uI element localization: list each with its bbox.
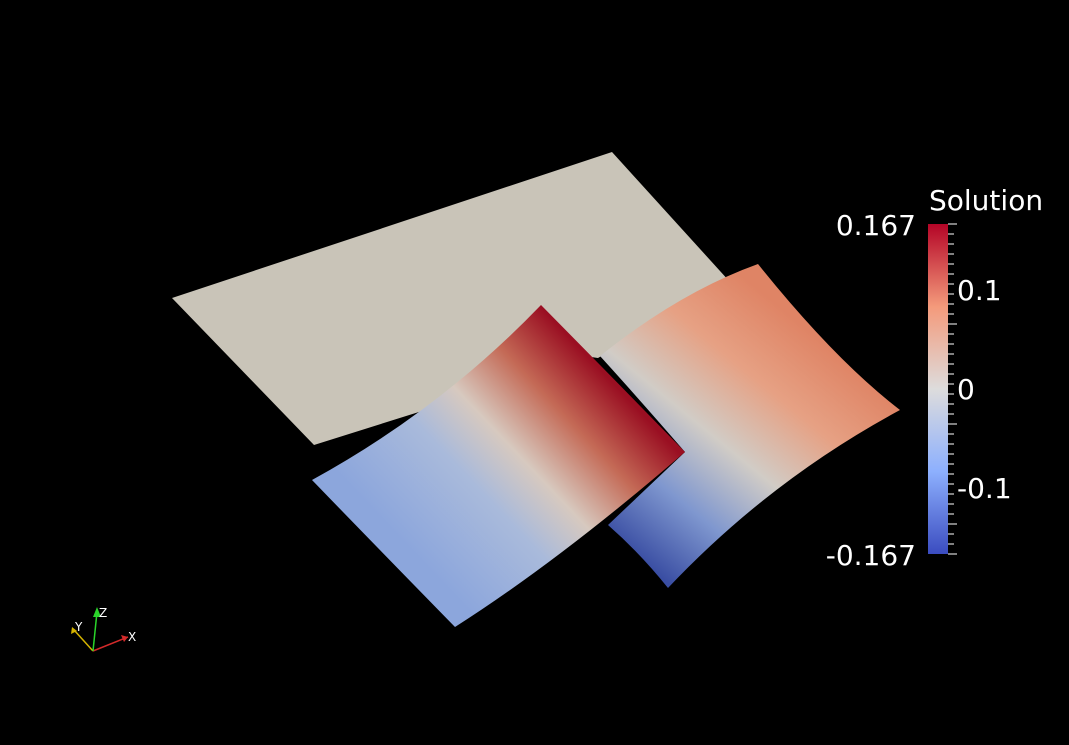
x-axis-label: X [128, 630, 136, 644]
scalar-bar-title: Solution [929, 184, 1043, 217]
scalar-bar-gradient [928, 224, 948, 554]
curved-surface-front [312, 305, 685, 627]
orientation-axes: X Y Z [71, 606, 136, 652]
scalar-bar-tick-label-neg0.1: -0.1 [957, 472, 1012, 505]
z-axis-line [92, 611, 98, 652]
x-axis-cone [121, 635, 128, 642]
x-axis-line [92, 636, 129, 652]
scalar-bar-tick-label-0.1: 0.1 [957, 274, 1002, 307]
scalar-bar-tick-label-0: 0 [957, 373, 975, 406]
y-axis-line [73, 629, 94, 652]
y-axis-cone [71, 627, 77, 634]
z-axis-label: Z [99, 606, 107, 620]
z-axis-cone [93, 607, 101, 617]
scalar-bar-min-label: -0.167 [826, 539, 916, 572]
scalar-bar-max-label: 0.167 [836, 209, 916, 242]
y-axis-label: Y [74, 620, 83, 634]
flat-surface [172, 152, 730, 445]
scalar-bar-ticks [948, 223, 957, 555]
curved-surface-back [600, 264, 900, 588]
scalar-bar: Solution 0.167 0.1 0 -0.1 -0.167 [826, 184, 1043, 572]
